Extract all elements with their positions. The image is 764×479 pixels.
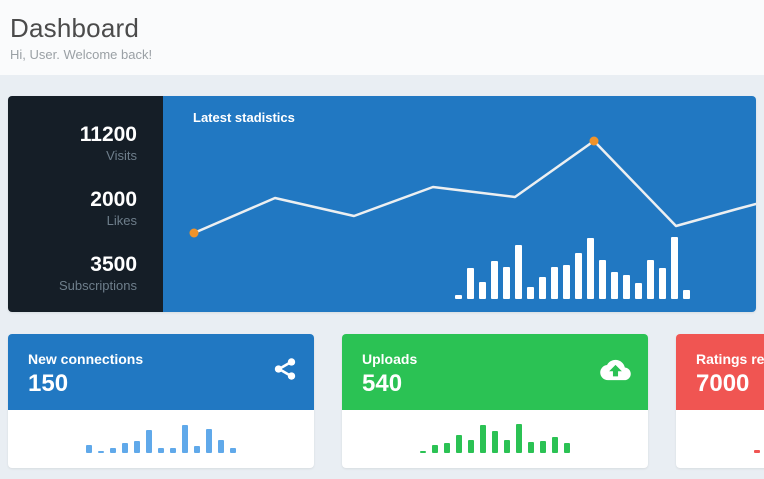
card-uploads-body — [342, 410, 648, 468]
page-title: Dashboard — [10, 13, 139, 43]
card-ratings-header: Ratings rece 7000 — [676, 334, 764, 410]
share-icon — [272, 356, 298, 387]
visits-value: 11200 — [79, 123, 137, 146]
ratings-sparkline — [676, 410, 764, 468]
card-uploads: Uploads 540 — [342, 334, 648, 468]
card-value: 540 — [362, 370, 403, 397]
card-value: 150 — [28, 370, 69, 397]
page-header: Dashboard Hi, User. Welcome back! — [0, 0, 764, 75]
chart-title: Latest stadistics — [193, 110, 295, 125]
card-label: Uploads — [362, 351, 418, 367]
card-ratings-received: Ratings rece 7000 — [676, 334, 764, 468]
statistics-line-chart — [163, 96, 756, 312]
new-connections-sparkline — [8, 410, 314, 468]
likes-value: 2000 — [90, 188, 137, 211]
card-uploads-header: Uploads 540 — [342, 334, 648, 410]
stats-summary-sidebar: 11200 Visits 2000 Likes 3500 Subscriptio… — [8, 96, 163, 312]
card-ratings-body — [676, 410, 764, 468]
welcome-message: Hi, User. Welcome back! — [10, 47, 153, 62]
stat-subscriptions: 3500 Subscriptions — [8, 253, 137, 295]
visits-label: Visits — [106, 148, 137, 163]
card-new-connections: New connections 150 — [8, 334, 314, 468]
subscriptions-label: Subscriptions — [58, 278, 137, 293]
card-label: Ratings rece — [696, 351, 764, 367]
stat-visits: 11200 Visits — [8, 123, 137, 165]
uploads-sparkline — [342, 410, 648, 468]
cloud-upload-icon — [599, 356, 632, 389]
statistics-bar-chart — [455, 237, 690, 299]
stat-likes: 2000 Likes — [8, 188, 137, 230]
statistics-panel: 11200 Visits 2000 Likes 3500 Subscriptio… — [8, 96, 756, 312]
latest-statistics-chart: Latest stadistics — [163, 96, 756, 312]
card-new-connections-header: New connections 150 — [8, 334, 314, 410]
likes-label: Likes — [106, 213, 137, 228]
card-value: 7000 — [696, 370, 750, 397]
subscriptions-value: 3500 — [90, 253, 137, 276]
card-new-connections-body — [8, 410, 314, 468]
stat-cards-row: New connections 150 Uploads 540 — [8, 334, 764, 468]
card-label: New connections — [28, 351, 144, 367]
